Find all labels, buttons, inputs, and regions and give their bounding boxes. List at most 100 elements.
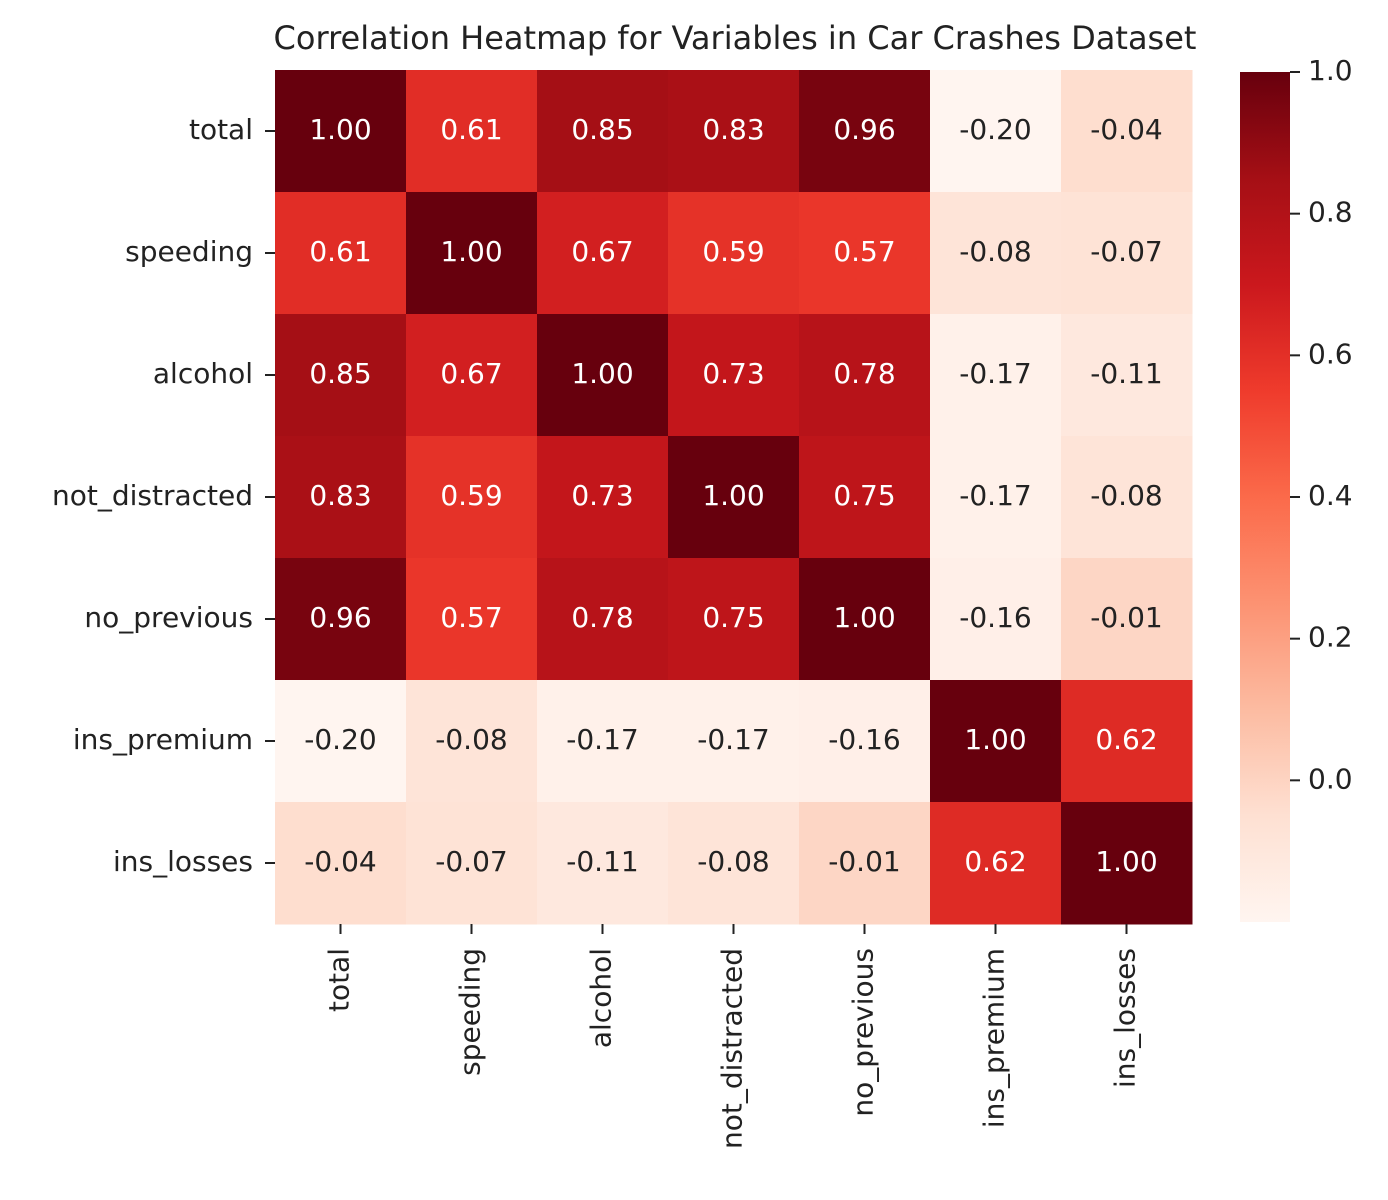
cell-label: 0.62 [1095, 723, 1157, 756]
cell-label: 0.61 [309, 235, 371, 268]
heatmap-cell [275, 314, 407, 437]
heatmap-cell [799, 802, 931, 925]
y-tick-label: speeding [125, 235, 253, 268]
x-tick-label: not_distracted [716, 948, 749, 1149]
cell-label: 0.67 [440, 357, 502, 390]
heatmap-cell [930, 802, 1062, 925]
heatmap-cell [275, 436, 407, 559]
cell-label: -0.07 [435, 845, 507, 878]
heatmap-cell [1061, 70, 1193, 193]
cell-label: 1.00 [702, 479, 764, 512]
y-tick-label: not_distracted [52, 479, 253, 512]
heatmap-cell [406, 680, 538, 803]
heatmap-cell [668, 680, 800, 803]
y-tick-label: ins_premium [73, 723, 253, 756]
heatmap-cell [930, 558, 1062, 681]
cell-label: 0.73 [571, 479, 633, 512]
cell-label: -0.11 [566, 845, 638, 878]
cell-label: 1.00 [833, 601, 895, 634]
cell-label: -0.17 [959, 479, 1031, 512]
cell-label: -0.20 [304, 723, 376, 756]
cell-label: -0.11 [1090, 357, 1162, 390]
cell-label: -0.08 [959, 235, 1031, 268]
heatmap-cell [406, 70, 538, 193]
heatmap-cell [668, 802, 800, 925]
cell-label: -0.16 [959, 601, 1031, 634]
cell-label: 0.73 [702, 357, 764, 390]
heatmap-cell [930, 192, 1062, 315]
cell-label: 1.00 [964, 723, 1026, 756]
x-tick-label: no_previous [847, 948, 880, 1117]
colorbar-tick-label: 0.2 [1308, 621, 1353, 654]
heatmap-cell [275, 70, 407, 193]
cell-label: 0.75 [833, 479, 895, 512]
cell-label: 0.83 [309, 479, 371, 512]
cell-label: 1.00 [571, 357, 633, 390]
cell-label: -0.17 [697, 723, 769, 756]
heatmap-cell [406, 436, 538, 559]
heatmap-cell [406, 802, 538, 925]
x-tick-label: total [323, 948, 356, 1012]
heatmap-cell [799, 558, 931, 681]
heatmap-cell [406, 192, 538, 315]
heatmap-cell [537, 680, 669, 803]
cell-label: 0.96 [833, 113, 895, 146]
cell-label: -0.01 [1090, 601, 1162, 634]
heatmap-cell [799, 680, 931, 803]
cell-label: 0.59 [702, 235, 764, 268]
heatmap-cell [275, 558, 407, 681]
cell-label: 0.61 [440, 113, 502, 146]
cell-label: 0.57 [440, 601, 502, 634]
heatmap-cell [537, 436, 669, 559]
heatmap-cell [668, 192, 800, 315]
cell-label: 0.67 [571, 235, 633, 268]
colorbar-tick-label: 0.6 [1308, 337, 1353, 370]
heatmap-cell [537, 314, 669, 437]
y-tick-label: alcohol [153, 357, 253, 390]
heatmap-cell [799, 192, 931, 315]
cell-label: 0.83 [702, 113, 764, 146]
cell-label: -0.08 [1090, 479, 1162, 512]
heatmap-cell [275, 192, 407, 315]
cell-label: 0.96 [309, 601, 371, 634]
heatmap-cell [668, 314, 800, 437]
x-tick-label: ins_premium [978, 948, 1011, 1128]
heatmap-cell [1061, 436, 1193, 559]
colorbar-tick-label: 0.4 [1308, 479, 1353, 512]
cell-label: 0.78 [571, 601, 633, 634]
cell-label: -0.17 [959, 357, 1031, 390]
cell-label: 0.78 [833, 357, 895, 390]
cell-label: -0.01 [828, 845, 900, 878]
heatmap-cell [799, 314, 931, 437]
y-tick-label: no_previous [84, 601, 253, 634]
cell-label: -0.17 [566, 723, 638, 756]
cell-label: 0.75 [702, 601, 764, 634]
cell-label: -0.04 [1090, 113, 1162, 146]
cell-label: 1.00 [1095, 845, 1157, 878]
cell-label: 1.00 [309, 113, 371, 146]
cell-label: -0.16 [828, 723, 900, 756]
cell-label: 0.62 [964, 845, 1026, 878]
cell-label: -0.07 [1090, 235, 1162, 268]
heatmap-cell [668, 70, 800, 193]
cell-label: -0.08 [435, 723, 507, 756]
cell-label: -0.08 [697, 845, 769, 878]
cell-label: 0.57 [833, 235, 895, 268]
heatmap-cell [668, 436, 800, 559]
heatmap-cell [930, 436, 1062, 559]
heatmap-cell [1061, 680, 1193, 803]
colorbar [1240, 72, 1290, 922]
x-tick-label: speeding [454, 948, 487, 1076]
heatmap-cell [537, 802, 669, 925]
heatmap-cell [406, 558, 538, 681]
cell-label: 0.85 [571, 113, 633, 146]
heatmap-cell [275, 802, 407, 925]
heatmap-cell [799, 436, 931, 559]
heatmap-cell [1061, 192, 1193, 315]
heatmap-cell [275, 680, 407, 803]
x-tick-label: ins_losses [1109, 948, 1142, 1088]
y-tick-label: total [189, 113, 253, 146]
cell-label: 0.59 [440, 479, 502, 512]
